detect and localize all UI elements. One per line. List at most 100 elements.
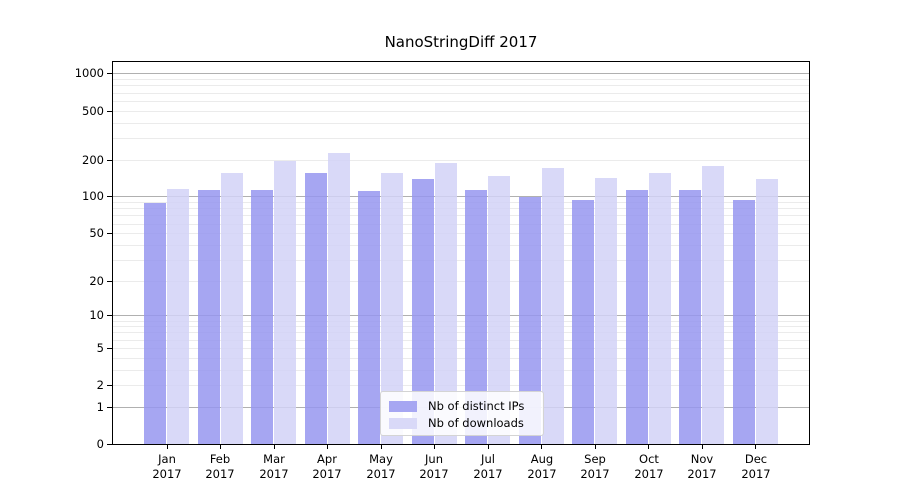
y-tick-label: 500 bbox=[82, 104, 104, 118]
y-tick-mark bbox=[107, 196, 112, 197]
y-tick-label: 1000 bbox=[74, 66, 104, 80]
gridline-minor bbox=[113, 224, 809, 225]
x-tick-label-mar: Mar 2017 bbox=[259, 452, 289, 481]
bar-downloads-may bbox=[381, 173, 403, 444]
bar-distinct-ips-nov bbox=[679, 190, 701, 444]
bar-downloads-mar bbox=[274, 161, 296, 444]
bar-downloads-sep bbox=[595, 177, 617, 444]
y-tick-label: 1 bbox=[96, 400, 104, 414]
gridline-minor bbox=[113, 332, 809, 333]
y-tick-label: 100 bbox=[82, 189, 104, 203]
gridline-minor bbox=[113, 160, 809, 161]
x-tick-label-may: May 2017 bbox=[366, 452, 396, 481]
x-tick-mark bbox=[648, 444, 649, 449]
x-tick-label-oct: Oct 2017 bbox=[634, 452, 664, 481]
gridline-minor bbox=[113, 233, 809, 234]
legend-item-downloads: Nb of downloads bbox=[389, 415, 535, 431]
x-tick-label-jun: Jun 2017 bbox=[419, 452, 449, 481]
x-tick-mark bbox=[327, 444, 328, 449]
bar-distinct-ips-aug bbox=[519, 196, 541, 444]
x-tick-mark bbox=[755, 444, 756, 449]
gridline-major bbox=[113, 315, 809, 316]
bar-downloads-apr bbox=[328, 152, 350, 444]
legend-swatch-downloads bbox=[389, 417, 417, 429]
gridline-major bbox=[113, 196, 809, 197]
legend: Nb of distinct IPs Nb of downloads bbox=[380, 391, 544, 436]
x-tick-label-nov: Nov 2017 bbox=[687, 452, 717, 481]
gridline-minor bbox=[113, 340, 809, 341]
gridline-minor bbox=[113, 348, 809, 349]
y-tick-mark bbox=[107, 444, 112, 445]
plot-area bbox=[113, 62, 809, 444]
bar-downloads-dec bbox=[756, 179, 778, 444]
x-tick-label-sep: Sep 2017 bbox=[580, 452, 610, 481]
y-tick-mark bbox=[107, 385, 112, 386]
bar-distinct-ips-oct bbox=[626, 190, 648, 444]
gridline-minor bbox=[113, 79, 809, 80]
bar-distinct-ips-apr bbox=[305, 173, 327, 444]
y-tick-mark bbox=[107, 348, 112, 349]
y-tick-label: 50 bbox=[89, 226, 104, 240]
y-tick-label: 200 bbox=[82, 153, 104, 167]
y-tick-label: 2 bbox=[96, 378, 104, 392]
x-tick-mark bbox=[434, 444, 435, 449]
x-tick-mark bbox=[541, 444, 542, 449]
gridline-minor bbox=[113, 245, 809, 246]
y-tick-label: 10 bbox=[89, 308, 104, 322]
chart-title: NanoStringDiff 2017 bbox=[384, 33, 538, 51]
y-tick-label: 20 bbox=[89, 274, 104, 288]
gridline-minor bbox=[113, 215, 809, 216]
x-tick-mark bbox=[702, 444, 703, 449]
bar-downloads-nov bbox=[702, 166, 724, 444]
gridline-minor bbox=[113, 260, 809, 261]
x-tick-mark bbox=[595, 444, 596, 449]
bar-downloads-jun bbox=[435, 162, 457, 444]
bar-distinct-ips-may bbox=[358, 190, 380, 444]
x-tick-label-jul: Jul 2017 bbox=[473, 452, 503, 481]
y-tick-label: 5 bbox=[96, 341, 104, 355]
gridline-minor bbox=[113, 385, 809, 386]
gridline-minor bbox=[113, 138, 809, 139]
y-tick-label: 0 bbox=[96, 437, 104, 451]
y-tick-mark bbox=[107, 233, 112, 234]
x-tick-mark bbox=[220, 444, 221, 449]
x-tick-label-apr: Apr 2017 bbox=[312, 452, 342, 481]
gridline-minor bbox=[113, 326, 809, 327]
bar-downloads-jul bbox=[488, 175, 510, 444]
bar-downloads-feb bbox=[221, 173, 243, 444]
y-tick-mark bbox=[107, 73, 112, 74]
gridline-minor bbox=[113, 111, 809, 112]
x-tick-mark bbox=[488, 444, 489, 449]
gridline-minor bbox=[113, 85, 809, 86]
gridline-minor bbox=[113, 370, 809, 371]
x-tick-label-feb: Feb 2017 bbox=[205, 452, 235, 481]
bar-distinct-ips-feb bbox=[198, 190, 220, 444]
legend-swatch-distinct-ips bbox=[389, 400, 417, 412]
gridline-minor bbox=[113, 202, 809, 203]
bar-downloads-oct bbox=[649, 172, 671, 444]
x-tick-label-aug: Aug 2017 bbox=[527, 452, 557, 481]
bar-downloads-aug bbox=[542, 168, 564, 444]
y-tick-mark bbox=[107, 315, 112, 316]
x-tick-mark bbox=[381, 444, 382, 449]
gridline-minor bbox=[113, 123, 809, 124]
y-tick-mark bbox=[107, 281, 112, 282]
gridline-major bbox=[113, 73, 809, 74]
y-tick-mark bbox=[107, 111, 112, 112]
x-tick-label-jan: Jan 2017 bbox=[152, 452, 182, 481]
bar-distinct-ips-jan bbox=[144, 203, 166, 444]
gridline-minor bbox=[113, 93, 809, 94]
y-tick-mark bbox=[107, 407, 112, 408]
bar-distinct-ips-sep bbox=[572, 199, 594, 444]
gridline-minor bbox=[113, 208, 809, 209]
gridline-minor bbox=[113, 358, 809, 359]
x-tick-mark bbox=[274, 444, 275, 449]
gridline-minor bbox=[113, 101, 809, 102]
bar-downloads-jan bbox=[167, 188, 189, 444]
gridline-minor bbox=[113, 281, 809, 282]
y-tick-mark bbox=[107, 160, 112, 161]
bar-distinct-ips-dec bbox=[733, 200, 755, 444]
legend-label-distinct-ips: Nb of distinct IPs bbox=[428, 399, 525, 413]
x-tick-mark bbox=[167, 444, 168, 449]
